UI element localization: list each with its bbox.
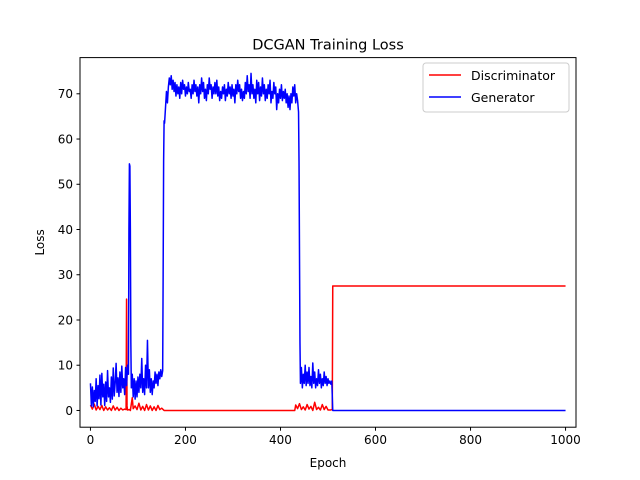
y-tick-label: 30 — [58, 268, 73, 282]
y-tick-label: 60 — [58, 132, 73, 146]
x-tick-label: 200 — [174, 433, 197, 447]
plot-area — [90, 73, 565, 410]
chart-title: DCGAN Training Loss — [252, 38, 404, 54]
x-tick-label: 800 — [459, 433, 482, 447]
y-tick-label: 20 — [58, 313, 73, 327]
y-tick-label: 10 — [58, 359, 73, 373]
legend-label-generator: Generator — [471, 90, 535, 105]
series-line-generator — [90, 73, 565, 410]
y-tick-label: 0 — [65, 404, 73, 418]
legend-label-discriminator: Discriminator — [471, 68, 556, 83]
y-axis-label: Loss — [33, 229, 47, 255]
legend: Discriminator Generator — [423, 63, 569, 112]
x-tick-label: 0 — [87, 433, 95, 447]
y-tick-label: 40 — [58, 223, 73, 237]
x-tick-label: 400 — [269, 433, 292, 447]
x-axis-label: Epoch — [310, 456, 347, 470]
y-tick-label: 70 — [58, 87, 73, 101]
y-tick-label: 50 — [58, 178, 73, 192]
series-line-discriminator — [90, 286, 565, 410]
x-tick-label: 600 — [364, 433, 387, 447]
x-tick-label: 1000 — [550, 433, 581, 447]
